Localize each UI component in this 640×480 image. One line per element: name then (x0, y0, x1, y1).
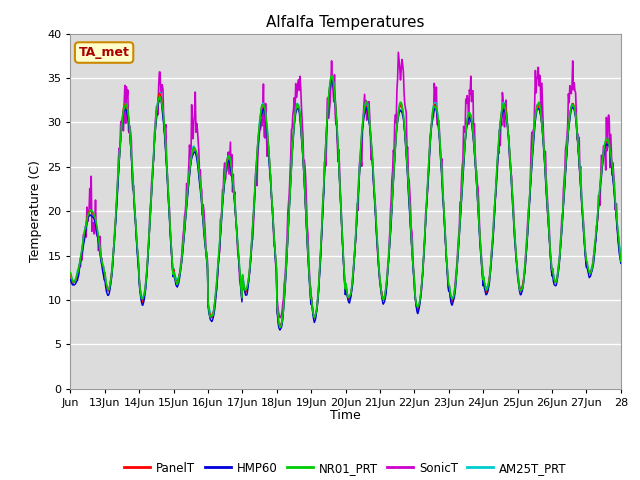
Legend: PanelT, HMP60, NR01_PRT, SonicT, AM25T_PRT: PanelT, HMP60, NR01_PRT, SonicT, AM25T_P… (120, 457, 572, 480)
Title: Alfalfa Temperatures: Alfalfa Temperatures (266, 15, 425, 30)
X-axis label: Time: Time (330, 409, 361, 422)
Text: TA_met: TA_met (79, 46, 129, 59)
Y-axis label: Temperature (C): Temperature (C) (29, 160, 42, 262)
